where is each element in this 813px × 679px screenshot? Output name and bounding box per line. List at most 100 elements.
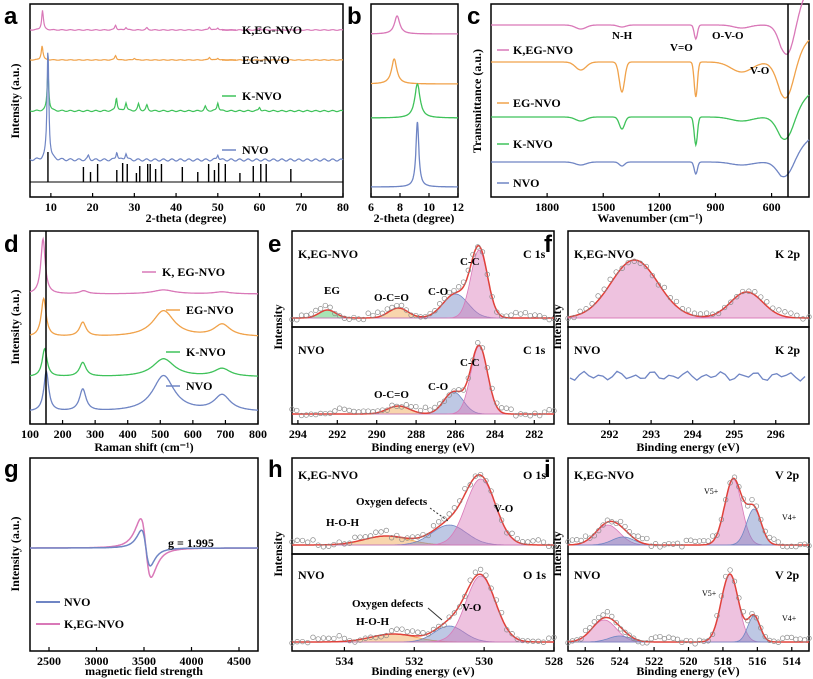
h-curves-point-642-2	[299, 638, 306, 645]
h-curves-point-545-48	[540, 539, 547, 545]
panel-c-frame	[490, 3, 810, 198]
i-ticks-label-0: 526	[576, 654, 594, 668]
f-curves-point-318-8	[613, 269, 619, 275]
i-curves-point-545-17	[639, 535, 646, 542]
legend-d-k-eg-nvo: K, EG-NVO	[162, 265, 225, 279]
h-curves-point-545-33	[462, 485, 468, 492]
g-ticks-label-2: 3500	[132, 654, 156, 668]
e-curves-point-414-36	[460, 387, 467, 393]
panel-d-frame	[29, 230, 259, 425]
a-series-2	[29, 74, 344, 113]
legend-c-nvo: NVO	[513, 176, 539, 190]
h-curves-point-642-30	[446, 614, 452, 620]
i-curves-point-545-2	[574, 537, 580, 543]
panel-a-reference-ticks	[30, 152, 343, 183]
panel-f-top-sample: K,EG-NVO	[574, 247, 634, 261]
h-curves-point-642-5	[315, 636, 321, 642]
panel-f-bottom-core: K 2p	[775, 343, 800, 357]
h-curves-point-642-26	[425, 631, 431, 637]
legend-d-nvo: NVO	[186, 379, 212, 393]
f-curves-point-318-16	[661, 284, 668, 291]
panel-h-curves	[289, 471, 557, 646]
i-curves-point-642-22	[661, 636, 668, 642]
legend-d-eg-nvo: EG-NVO	[186, 303, 234, 317]
h-curves-point-545-21	[399, 536, 405, 543]
i-curves-point-642-40	[740, 609, 746, 615]
h-curves-point-545-13	[357, 534, 363, 540]
i-curves-point-642-51	[788, 634, 795, 641]
i-curves-component-0	[567, 619, 809, 643]
f-curves-point-318-17	[667, 295, 674, 301]
h-curves-point-545-40	[498, 517, 505, 523]
f-ticks-label-3: 295	[725, 427, 743, 441]
f-curves-point-318-9	[619, 265, 625, 271]
e-curves-point-414-0	[289, 406, 295, 412]
h-curves-point-545-32	[457, 498, 463, 504]
i-curves-point-642-23	[666, 634, 672, 640]
h-curves-point-642-28	[436, 623, 442, 630]
h-curves-point-642-25	[420, 630, 426, 636]
h-curves-point-642-36	[477, 566, 484, 573]
panel-d-curves	[29, 236, 259, 411]
b-ticks-label-0: 6	[368, 200, 374, 214]
i-curves-point-642-43	[753, 615, 760, 621]
f-curves-point-318-15	[655, 282, 662, 288]
h-curves-point-545-42	[509, 530, 515, 536]
e-curves-point-414-13	[351, 408, 357, 415]
e-curves-point-414-11	[341, 406, 348, 412]
h-curves-point-545-46	[530, 538, 536, 544]
e-curves-point-414-20	[384, 407, 390, 413]
g-ticks-label-4: 4500	[227, 654, 251, 668]
h-curves-point-642-43	[514, 636, 520, 642]
h-curves-point-642-6	[320, 635, 327, 641]
e-curves-point-318-52	[537, 313, 543, 319]
i-curves-point-545-55	[806, 543, 812, 549]
h-curves-point-545-36	[477, 471, 484, 478]
f-ticks-label-2: 294	[684, 427, 702, 441]
h-curves-point-545-8	[331, 541, 337, 548]
e-ticks-label-4: 286	[447, 427, 465, 441]
a-ticks-label-3: 40	[170, 200, 182, 214]
i-curves-point-545-40	[740, 496, 746, 502]
e-curves-point-318-37	[465, 267, 471, 273]
e-curves-point-318-55	[551, 315, 557, 322]
e-curves-point-414-23	[398, 404, 405, 410]
f-curves-point-318-4	[589, 301, 595, 307]
i-curves-point-642-49	[780, 635, 786, 641]
e-curves-envelope-414	[292, 344, 554, 415]
h-curves-point-545-23	[409, 534, 416, 540]
e-curves-point-318-49	[522, 309, 529, 316]
e-curves-point-318-23	[398, 302, 405, 309]
i-curves-point-642-6	[591, 619, 597, 625]
f-curves-point-318-40	[806, 314, 812, 320]
peak-label-c-o-bottom: C-O	[428, 381, 449, 393]
peak-label-o-c-o-bottom: O-C=O	[374, 389, 409, 401]
i-curves-point-642-55	[806, 635, 812, 641]
i-curves-point-545-5	[587, 535, 593, 541]
h-curves-point-545-16	[373, 529, 379, 535]
h-curves-point-545-10	[341, 541, 348, 547]
h-curves-point-545-20	[394, 532, 400, 539]
i-curves-point-545-45	[762, 528, 768, 534]
panel-d-label: d	[4, 231, 19, 258]
f-nvo-trace	[569, 370, 806, 382]
i-curves-envelope-545	[568, 477, 809, 546]
i-curves-point-642-44	[758, 625, 764, 631]
e-curves-point-318-6	[317, 306, 324, 312]
i-curves-point-545-1	[569, 537, 576, 543]
panel-f-x-ticks: 292 293 294 295 296	[601, 420, 785, 441]
panel-g-ylabel: Intensity (a.u.)	[8, 516, 22, 591]
h-curves-point-642-29	[441, 622, 447, 628]
e-curves-point-318-33	[446, 289, 452, 296]
c-series-1	[491, 39, 810, 99]
i-curves-point-545-41	[745, 503, 751, 509]
e-curves-point-318-21	[389, 304, 395, 311]
panel-e-bottom-core: C 1s	[523, 343, 546, 357]
legend-a-k-eg-nvo: K,EG-NVO	[242, 23, 302, 37]
h-curves-point-642-33	[462, 593, 468, 600]
h-curves-point-545-25	[420, 531, 426, 538]
i-curves-component-0	[567, 524, 809, 546]
panel-h-top-core: O 1s	[523, 468, 546, 482]
a-ticks-label-2: 30	[128, 200, 140, 214]
